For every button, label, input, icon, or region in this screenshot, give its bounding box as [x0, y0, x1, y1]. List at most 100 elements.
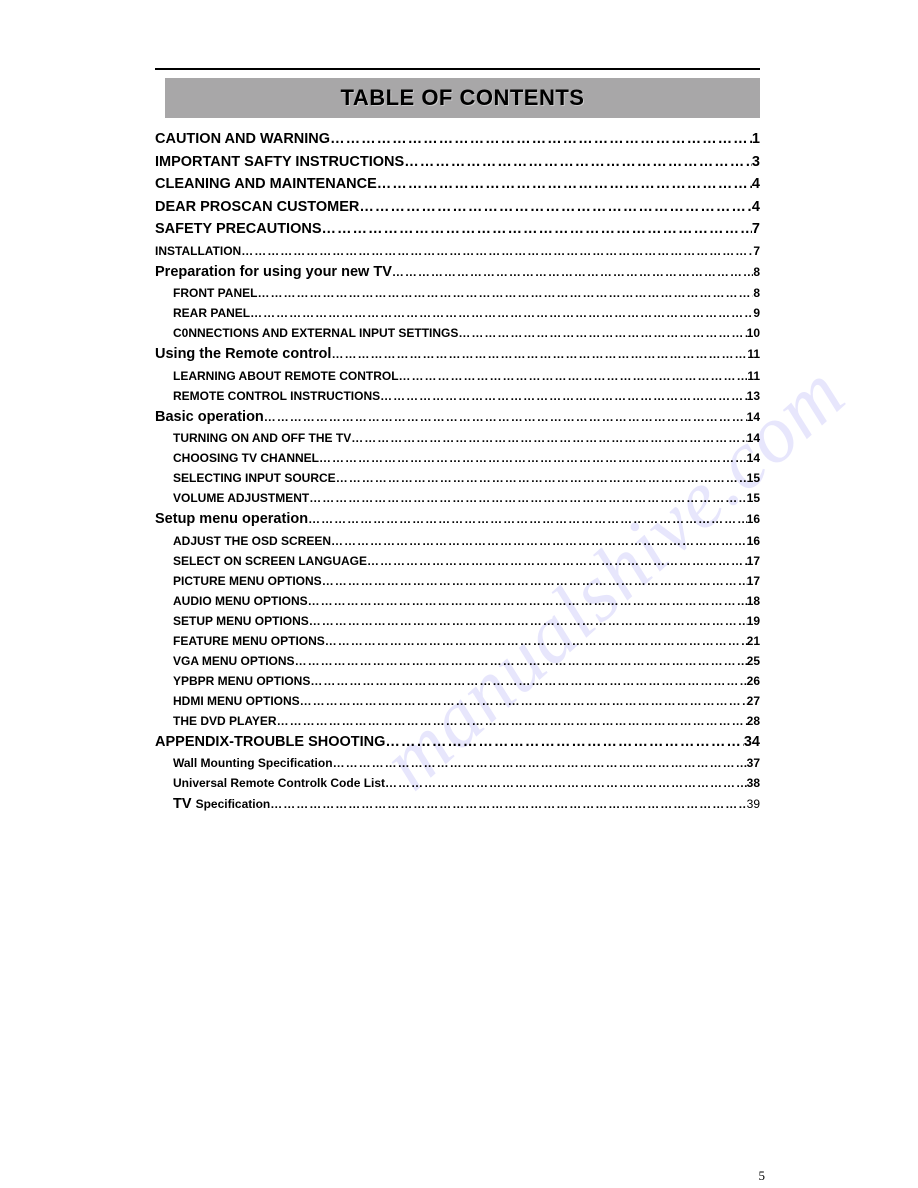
toc-entry: TURNING ON AND OFF THE TV…………………………………………: [155, 432, 760, 444]
toc-entry-leader: ……………………………………………………………………………………………………………: [250, 307, 753, 319]
toc-entry: THE DVD PLAYER………………………………………………………………………: [155, 715, 760, 727]
toc-entry-leader: ……………………………………………………………………………………………………………: [399, 370, 748, 382]
toc-entry-leader: ……………………………………………………………………………………………………………: [310, 675, 746, 687]
page-title: TABLE OF CONTENTS: [341, 85, 585, 111]
toc-entry-label: REMOTE CONTROL INSTRUCTIONS: [173, 390, 380, 402]
toc-entry-label: APPENDIX-TROUBLE SHOOTING: [155, 735, 385, 750]
toc-entry-leader: ……………………………………………………………………………………………………………: [404, 155, 752, 170]
toc-entry-leader: ……………………………………………………………………………………………………………: [270, 798, 746, 810]
toc-entry-leader: ……………………………………………………………………………………………………………: [309, 492, 746, 504]
toc-entry-page: 8: [753, 287, 760, 299]
toc-entry: SETUP MENU OPTIONS……………………………………………………………: [155, 615, 760, 627]
toc-entry: CAUTION AND WARNING…………………………………………………………: [155, 132, 760, 147]
toc-entry: Setup menu operation………………………………………………………: [155, 512, 760, 527]
toc-entry-page: 14: [747, 432, 760, 444]
toc-entry-leader: ……………………………………………………………………………………………………………: [385, 735, 743, 750]
toc-entry-leader: ……………………………………………………………………………………………………………: [257, 287, 753, 299]
toc-entry-page: 28: [747, 715, 760, 727]
toc-entry-page: 34: [744, 735, 760, 750]
toc-entry-label: HDMI MENU OPTIONS: [173, 695, 300, 707]
toc-entry-leader: ……………………………………………………………………………………………………………: [367, 555, 747, 567]
toc-entry: Preparation for using your new TV …………………: [155, 265, 760, 280]
toc-entry-leader: ……………………………………………………………………………………………………………: [309, 615, 747, 627]
toc-entry: SAFETY PRECAUTIONS……………………………………………………………: [155, 222, 760, 237]
toc-entry: C0NNECTIONS AND EXTERNAL INPUT SETTINGS……: [155, 327, 760, 339]
toc-entry: SELECTING INPUT SOURCE…………………………………………………: [155, 472, 760, 484]
toc-entry: Wall Mounting Specification……………………………………: [155, 757, 760, 769]
toc-entry-page: 11: [747, 348, 760, 360]
toc-entry-label: CLEANING AND MAINTENANCE: [155, 177, 377, 192]
table-of-contents: CAUTION AND WARNING …………………………………………………………: [155, 132, 760, 812]
toc-entry-leader: ……………………………………………………………………………………………………………: [295, 655, 747, 667]
toc-entry: VOLUME ADJUSTMENT………………………………………………………………: [155, 492, 760, 504]
toc-entry-page: 19: [747, 615, 760, 627]
toc-entry-page: 1: [752, 132, 760, 147]
toc-entry-leader: ……………………………………………………………………………………………………………: [333, 757, 747, 769]
toc-entry-label: SETUP MENU OPTIONS: [173, 615, 309, 627]
toc-entry: INSTALLATION……………………………………………………………………………: [155, 245, 760, 257]
toc-entry-page: 3: [752, 155, 760, 170]
toc-entry: FEATURE MENU OPTIONS………………………………………………………: [155, 635, 760, 647]
toc-entry-leader: ……………………………………………………………………………………………………………: [322, 222, 752, 237]
toc-entry-label: ADJUST THE OSD SCREEN: [173, 535, 331, 547]
top-rule: [155, 68, 760, 70]
toc-entry-page: 17: [747, 555, 760, 567]
toc-entry: TV Specification…………………………………………………………………: [155, 797, 760, 812]
toc-entry-leader: ……………………………………………………………………………………………………………: [241, 245, 753, 257]
toc-entry: ADJUST THE OSD SCREEN……………………………………………………: [155, 535, 760, 547]
toc-entry: CLEANING AND MAINTENANCE……………………………………………: [155, 177, 760, 192]
toc-entry-page: 26: [747, 675, 760, 687]
toc-entry-label: FRONT PANEL: [173, 287, 257, 299]
toc-entry-page: 7: [752, 222, 760, 237]
toc-entry-label: LEARNING ABOUT REMOTE CONTROL: [173, 370, 399, 382]
toc-entry-page: 4: [752, 177, 760, 192]
toc-entry-leader: ……………………………………………………………………………………………………………: [392, 266, 753, 278]
toc-entry-page: 14: [747, 411, 760, 423]
toc-entry-leader: ……………………………………………………………………………………………………………: [325, 635, 747, 647]
toc-entry-label: TURNING ON AND OFF THE TV: [173, 432, 351, 444]
toc-entry-page: 4: [752, 200, 760, 215]
toc-entry-label: C0NNECTIONS AND EXTERNAL INPUT SETTINGS: [173, 327, 458, 339]
toc-entry: APPENDIX-TROUBLE SHOOTING…………………………………………: [155, 735, 760, 750]
toc-entry-page: 27: [747, 695, 760, 707]
toc-entry-label: Universal Remote Controlk Code List: [173, 777, 385, 789]
toc-entry-label: DEAR PROSCAN CUSTOMER: [155, 200, 359, 215]
toc-entry-label: IMPORTANT SAFTY INSTRUCTIONS: [155, 155, 404, 170]
toc-entry: LEARNING ABOUT REMOTE CONTROL………………………………: [155, 370, 760, 382]
toc-entry-label: PICTURE MENU OPTIONS: [173, 575, 322, 587]
toc-entry-leader: ……………………………………………………………………………………………………………: [380, 390, 747, 402]
toc-entry-page: 15: [747, 492, 760, 504]
toc-entry-leader: ……………………………………………………………………………………………………………: [308, 595, 747, 607]
page-container: TABLE OF CONTENTS CAUTION AND WARNING …………: [155, 68, 760, 820]
toc-entry-label: VOLUME ADJUSTMENT: [173, 492, 309, 504]
toc-entry-leader: ……………………………………………………………………………………………………………: [359, 200, 752, 215]
toc-entry-label: SAFETY PRECAUTIONS: [155, 222, 322, 237]
toc-entry-leader: ……………………………………………………………………………………………………………: [331, 348, 747, 360]
toc-entry: PICTURE MENU OPTIONS ……………………………………………………: [155, 575, 760, 587]
toc-entry: FRONT PANEL………………………………………………………………………………: [155, 287, 760, 299]
toc-entry: Universal Remote Controlk Code List………………: [155, 777, 760, 789]
toc-entry-leader: ……………………………………………………………………………………………………………: [377, 177, 752, 192]
toc-entry-leader: ……………………………………………………………………………………………………………: [277, 715, 747, 727]
toc-entry-page: 13: [747, 390, 760, 402]
toc-entry-label: THE DVD PLAYER: [173, 715, 277, 727]
toc-entry-leader: ……………………………………………………………………………………………………………: [330, 132, 752, 147]
toc-entry-label: SELECTING INPUT SOURCE: [173, 472, 336, 484]
toc-entry: REMOTE CONTROL INSTRUCTIONS……………………………………: [155, 390, 760, 402]
toc-entry-page: 10: [747, 327, 760, 339]
toc-entry-label: FEATURE MENU OPTIONS: [173, 635, 325, 647]
toc-entry-label: AUDIO MENU OPTIONS: [173, 595, 308, 607]
toc-entry-leader: ……………………………………………………………………………………………………………: [351, 432, 746, 444]
toc-entry-page: 14: [747, 452, 760, 464]
toc-entry-page: 18: [747, 595, 760, 607]
page-number: 5: [759, 1168, 766, 1184]
toc-entry-page: 11: [747, 370, 760, 382]
toc-entry-page: 16: [747, 535, 760, 547]
toc-entry-label: REAR PANEL: [173, 307, 250, 319]
toc-entry-page: 21: [747, 635, 760, 647]
toc-entry-leader: ……………………………………………………………………………………………………………: [319, 452, 747, 464]
toc-entry-label: Using the Remote control: [155, 347, 331, 362]
toc-entry-label: CAUTION AND WARNING: [155, 132, 330, 147]
toc-entry-leader: ……………………………………………………………………………………………………………: [308, 513, 747, 525]
toc-entry-label: SELECT ON SCREEN LANGUAGE: [173, 555, 367, 567]
